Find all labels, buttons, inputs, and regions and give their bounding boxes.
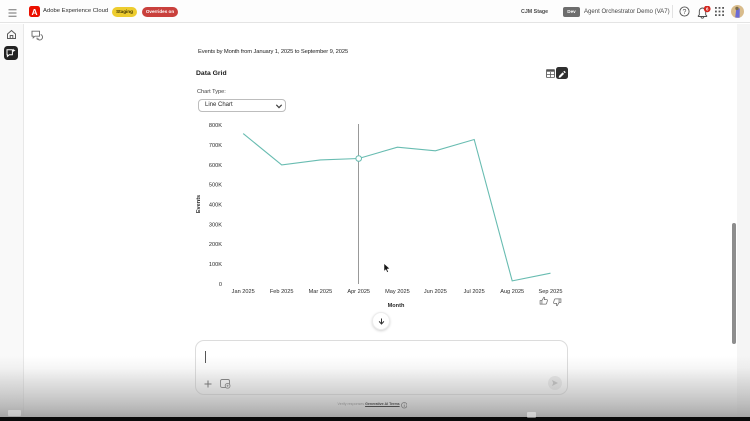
svg-text:700K: 700K [209,143,222,149]
svg-text:800K: 800K [209,123,222,129]
svg-text:Apr 2025: Apr 2025 [347,289,370,295]
svg-text:Events: Events [196,195,202,213]
svg-text:200K: 200K [209,242,222,248]
svg-text:Jan 2025: Jan 2025 [232,289,255,295]
svg-text:May 2025: May 2025 [385,289,410,295]
svg-text:100K: 100K [209,262,222,268]
svg-text:Jun 2025: Jun 2025 [424,289,447,295]
svg-text:Aug 2025: Aug 2025 [500,289,524,295]
svg-text:Jul 2025: Jul 2025 [464,289,485,295]
svg-text:A: A [31,7,37,17]
svg-text:Mar 2025: Mar 2025 [309,289,333,295]
svg-text:Sep 2025: Sep 2025 [539,289,563,295]
svg-text:500K: 500K [209,183,222,189]
svg-text:300K: 300K [209,222,222,228]
svg-text:0: 0 [219,282,222,288]
svg-text:Month: Month [388,303,405,309]
svg-text:400K: 400K [209,203,222,209]
svg-text:6: 6 [706,7,709,12]
svg-text:?: ? [683,9,687,16]
svg-text:Feb 2025: Feb 2025 [270,289,294,295]
svg-text:600K: 600K [209,163,222,169]
